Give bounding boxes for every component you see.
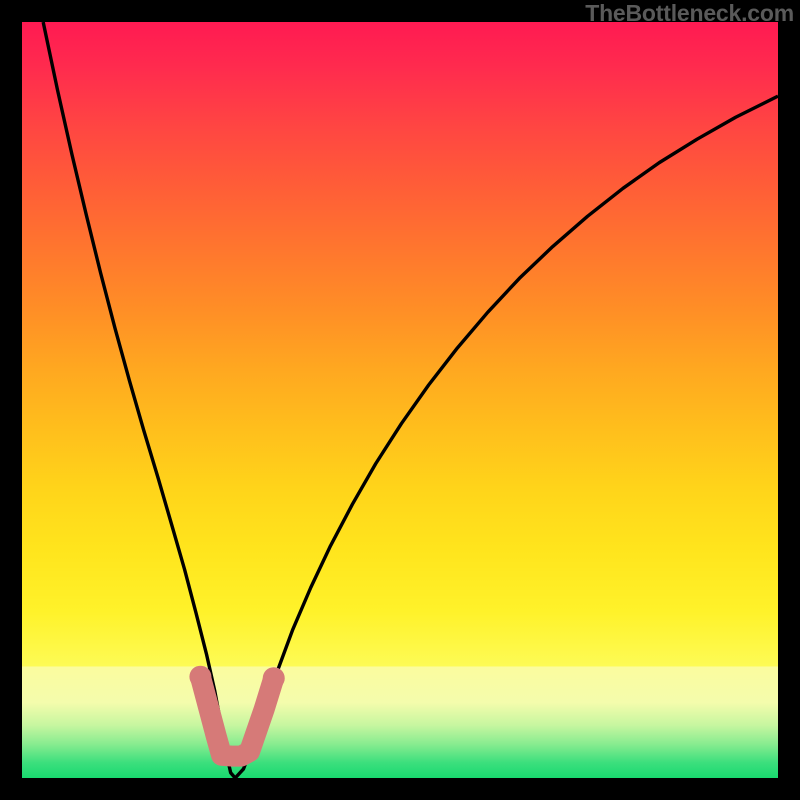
plot-area <box>22 22 778 778</box>
u-marker-endpoint <box>189 666 211 688</box>
watermark-text: TheBottleneck.com <box>585 0 794 27</box>
chart-svg <box>22 22 778 778</box>
u-marker-endpoint <box>263 667 285 689</box>
